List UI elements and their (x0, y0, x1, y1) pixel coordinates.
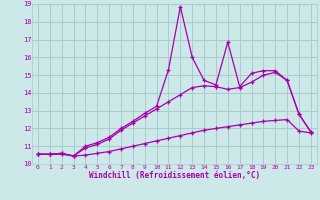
X-axis label: Windchill (Refroidissement éolien,°C): Windchill (Refroidissement éolien,°C) (89, 171, 260, 180)
